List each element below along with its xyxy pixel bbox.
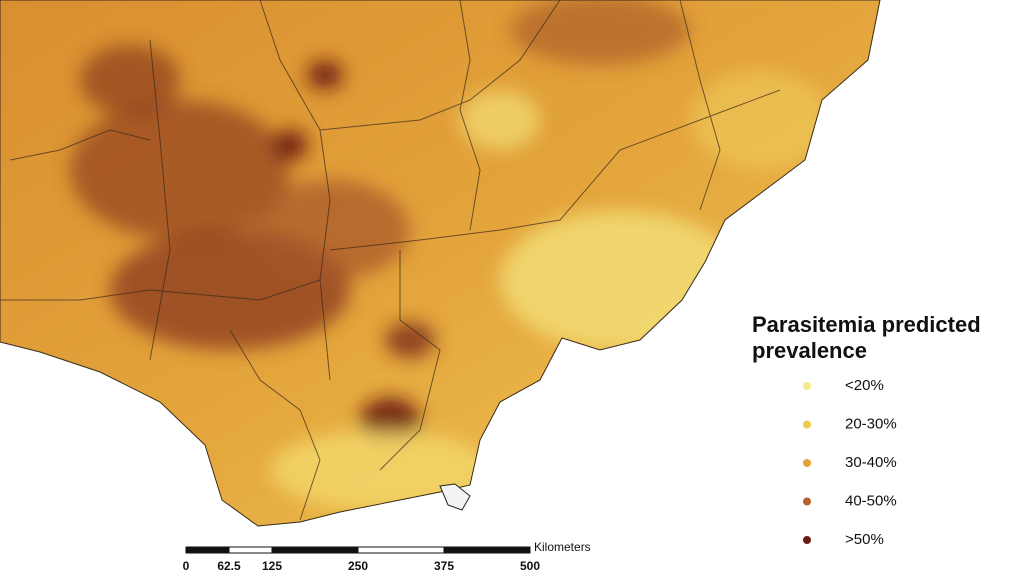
boundaries [0, 0, 781, 521]
scale-label: 500 [520, 559, 540, 573]
legend-swatch [803, 382, 811, 390]
scale-label: 375 [434, 559, 454, 573]
legend-swatch [803, 420, 811, 429]
scale-unit: Kilometers [534, 540, 591, 554]
legend-label: 20-30% [845, 415, 897, 432]
scale-segment [185, 546, 230, 554]
legend-label: <20% [845, 377, 884, 394]
legend-label: 40-50% [845, 492, 897, 509]
delta-detail [439, 483, 471, 511]
legend-label: >50% [845, 531, 884, 548]
scale-label: 125 [262, 559, 282, 573]
land [0, 0, 880, 526]
legend-title: Parasitemia predicted prevalence [752, 312, 981, 363]
scale-label: 0 [183, 559, 190, 573]
scale-segment [357, 546, 445, 554]
prevalence-surface [70, 0, 830, 510]
scale-segment [271, 546, 359, 554]
scale-segment [228, 546, 273, 554]
scale-segment [443, 546, 531, 554]
legend-swatch [803, 536, 811, 544]
legend-swatch [803, 497, 811, 506]
scale-label: 62.5 [217, 559, 241, 573]
scale-label: 250 [348, 559, 368, 573]
legend-swatch [803, 459, 811, 467]
legend-label: 30-40% [845, 454, 897, 471]
